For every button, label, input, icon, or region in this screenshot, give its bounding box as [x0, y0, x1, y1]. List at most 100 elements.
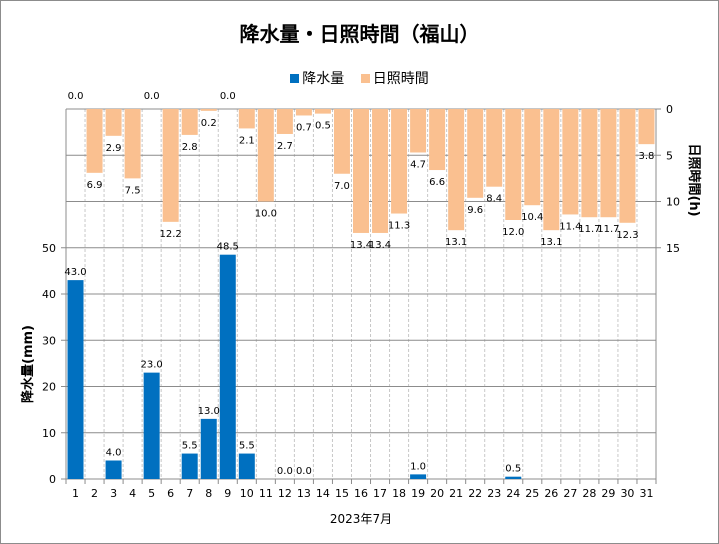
sunshine-data-label: 7.0 — [334, 181, 350, 192]
sunshine-bar — [238, 109, 255, 129]
sunshine-data-label: 12.0 — [502, 227, 524, 238]
sunshine-bar — [105, 109, 122, 136]
x-tick-label: 21 — [449, 487, 463, 500]
sunshine-data-label: 2.8 — [182, 142, 198, 153]
precip-data-label: 48.5 — [217, 242, 239, 253]
x-tick-label: 22 — [468, 487, 482, 500]
precip-data-label: 5.5 — [182, 441, 198, 452]
y2-tick-label: 10 — [666, 196, 680, 209]
sunshine-data-label: 11.7 — [578, 224, 600, 235]
sunshine-data-label: 10.0 — [255, 209, 277, 220]
sunshine-bar — [86, 109, 103, 173]
precip-data-label: 1.0 — [410, 461, 426, 472]
sunshine-data-label: 4.7 — [410, 159, 426, 170]
precip-bar — [505, 476, 522, 479]
sunshine-bar — [600, 109, 617, 218]
sunshine-bar — [429, 109, 446, 171]
precip-bar — [219, 254, 236, 479]
sunshine-data-label: 13.4 — [369, 240, 391, 251]
y-tick-label: 40 — [42, 288, 56, 301]
sunshine-bar — [505, 109, 522, 220]
sunshine-data-label: 6.9 — [87, 180, 103, 191]
x-tick-label: 7 — [186, 487, 193, 500]
sunshine-bar — [124, 109, 141, 179]
x-tick-label: 28 — [582, 487, 596, 500]
x-axis-title: 2023年7月 — [330, 512, 392, 526]
sunshine-bar — [162, 109, 179, 222]
precip-data-label: 13.0 — [198, 406, 220, 417]
x-tick-label: 4 — [129, 487, 136, 500]
sunshine-bar — [448, 109, 465, 231]
sunshine-data-label: 2.9 — [106, 143, 122, 154]
precip-bar — [105, 460, 122, 479]
legend: 降水量 日照時間 — [0, 68, 719, 88]
sunshine-data-label: 7.5 — [125, 185, 141, 196]
sunshine-data-label: 12.2 — [160, 229, 182, 240]
precip-data-label: 0.0 — [277, 466, 293, 477]
precip-data-label: 0.5 — [505, 464, 521, 475]
precip-bar — [143, 372, 160, 479]
y-axis-title: 降水量(mm) — [20, 325, 36, 403]
sunshine-data-label: 3.8 — [639, 151, 655, 162]
x-tick-label: 23 — [487, 487, 501, 500]
precip-bar — [238, 453, 255, 479]
x-tick-label: 19 — [411, 487, 425, 500]
sunshine-data-label: 0.7 — [296, 122, 312, 133]
precip-bar — [410, 474, 427, 479]
sunshine-data-label: 11.4 — [559, 221, 581, 232]
sunshine-bar — [581, 109, 598, 218]
x-tick-label: 30 — [620, 487, 634, 500]
y2-axis-title: 日照時間(h) — [686, 143, 702, 216]
sunshine-data-label: 12.3 — [616, 230, 638, 241]
sunshine-data-label: 2.1 — [239, 135, 255, 146]
legend-label-sunshine: 日照時間 — [372, 71, 429, 87]
legend-swatch-sunshine — [360, 73, 370, 83]
x-tick-label: 15 — [335, 487, 349, 500]
y-tick-label: 20 — [42, 381, 56, 394]
precip-data-label: 23.0 — [141, 360, 163, 371]
sunshine-data-label: 0.0 — [220, 91, 236, 102]
legend-item-precip: 降水量 — [290, 68, 344, 88]
precip-data-label: 5.5 — [239, 441, 255, 452]
x-tick-label: 14 — [316, 487, 330, 500]
sunshine-data-label: 13.4 — [350, 240, 372, 251]
precip-bar — [67, 280, 84, 479]
sunshine-bar — [200, 109, 217, 111]
sunshine-data-label: 11.7 — [597, 224, 619, 235]
y-tick-label: 10 — [42, 427, 56, 440]
precip-data-label: 4.0 — [106, 448, 122, 459]
x-tick-label: 24 — [506, 487, 520, 500]
sunshine-data-label: 0.2 — [201, 118, 217, 129]
x-tick-label: 8 — [205, 487, 212, 500]
x-tick-label: 6 — [167, 487, 174, 500]
sunshine-data-label: 13.1 — [445, 237, 467, 248]
x-tick-label: 18 — [392, 487, 406, 500]
sunshine-bar — [295, 109, 312, 116]
x-tick-label: 31 — [639, 487, 653, 500]
x-tick-label: 29 — [601, 487, 615, 500]
sunshine-data-label: 0.0 — [68, 91, 84, 102]
sunshine-bar — [333, 109, 350, 174]
chart-title: 降水量・日照時間（福山） — [239, 22, 480, 46]
sunshine-data-label: 10.4 — [521, 212, 543, 223]
x-tick-label: 2 — [91, 487, 98, 500]
x-tick-label: 13 — [297, 487, 311, 500]
precip-data-label: 43.0 — [64, 267, 86, 278]
sunshine-bar — [372, 109, 389, 233]
sunshine-bar — [619, 109, 636, 223]
sunshine-data-label: 9.6 — [467, 205, 483, 216]
y-tick-label: 30 — [42, 334, 56, 347]
sunshine-bar — [543, 109, 560, 231]
x-tick-label: 25 — [525, 487, 539, 500]
sunshine-bar — [410, 109, 427, 153]
sunshine-bar — [391, 109, 408, 214]
sunshine-bar — [524, 109, 541, 206]
x-tick-label: 17 — [373, 487, 387, 500]
precip-data-label: 0.0 — [296, 466, 312, 477]
x-tick-label: 5 — [148, 487, 155, 500]
y2-tick-label: 15 — [666, 242, 680, 255]
x-tick-label: 9 — [224, 487, 231, 500]
sunshine-bar — [257, 109, 274, 202]
x-tick-label: 27 — [563, 487, 577, 500]
